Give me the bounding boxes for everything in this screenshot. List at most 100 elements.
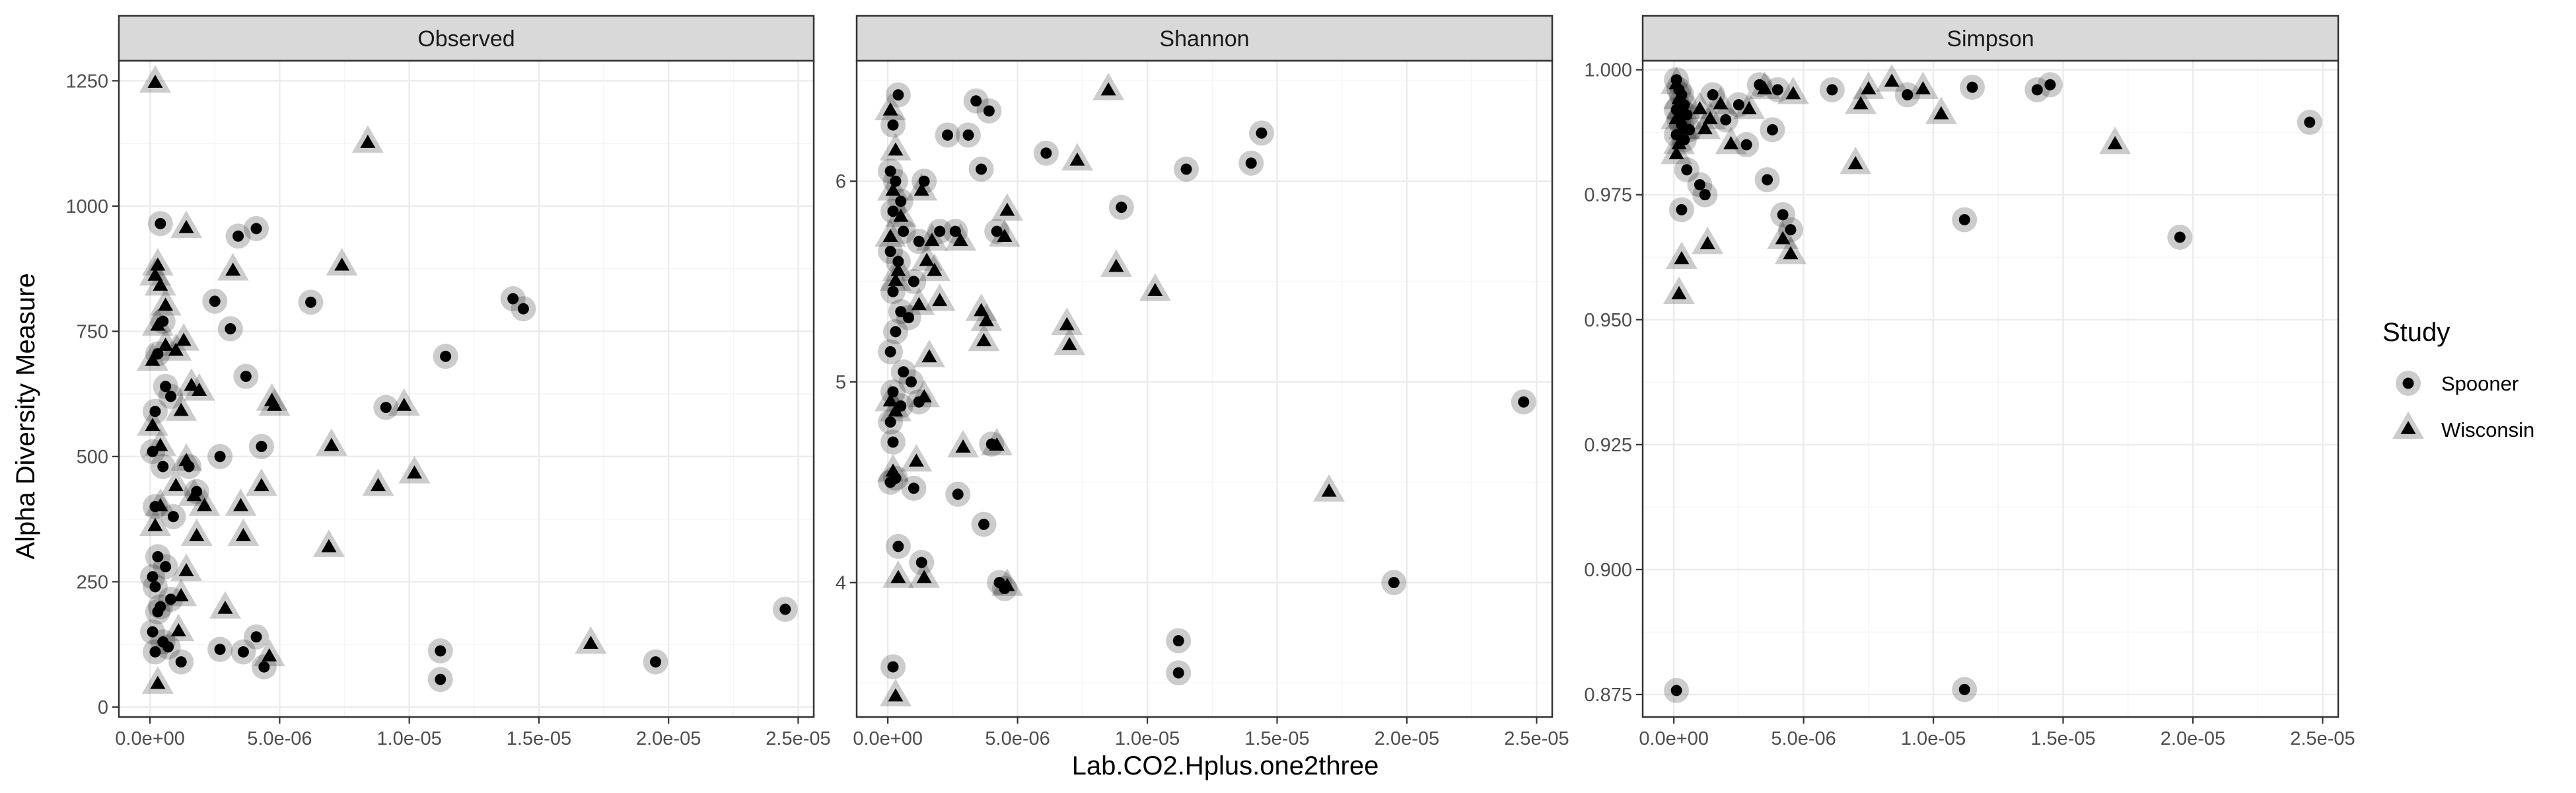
x-tick-label: 5.0e-06 (1771, 728, 1836, 749)
x-tick-label: 1.5e-05 (507, 728, 571, 749)
data-point-spooner (1108, 194, 1134, 220)
data-point-spooner (1664, 677, 1690, 703)
legend-label: Wisconsin (2441, 418, 2534, 441)
data-point-wisconsin (915, 223, 948, 251)
data-point-wisconsin (1925, 96, 1957, 124)
data-point-spooner (772, 597, 798, 623)
data-point-wisconsin (312, 529, 345, 557)
data-point-spooner (1668, 197, 1694, 223)
data-point-wisconsin (258, 388, 291, 416)
data-point-spooner (1248, 120, 1274, 146)
data-point-wisconsin (1876, 64, 1908, 92)
data-point-spooner (373, 395, 399, 420)
data-point-spooner (2167, 224, 2193, 250)
strip-shannon (855, 15, 1554, 62)
x-tick-label: 2.0e-05 (636, 728, 701, 749)
panel-observed: Observed 0.0e+00 5.0e-06 1.0e-05 1.5e-05 2.0e… (65, 15, 831, 749)
data-point-spooner (885, 248, 911, 274)
data-point-wisconsin (875, 93, 907, 121)
y-tick-label: 0.875 (1584, 685, 1632, 706)
data-point-wisconsin (900, 443, 933, 472)
panel-shannon: Shannon 0.0e+00 5.0e-06 1.0e-05 1.5e-05 2.0e-… (836, 15, 1569, 749)
data-point-spooner (225, 223, 251, 249)
x-tick-label: 5.0e-06 (985, 728, 1050, 749)
data-point-wisconsin (141, 308, 174, 336)
x-tick-label: 2.0e-05 (1375, 728, 1439, 749)
data-point-spooner (248, 434, 274, 459)
data-point-wisconsin (144, 488, 176, 516)
x-tick-label: 0.0e+00 (853, 728, 923, 749)
data-point-wisconsin (1661, 136, 1693, 165)
data-point-spooner (147, 211, 173, 237)
data-point-spooner (882, 319, 908, 344)
x-tick-label: 2.5e-05 (1504, 728, 1569, 749)
data-point-spooner (1952, 677, 1978, 702)
series-wisconsin (1661, 64, 2131, 305)
data-point-spooner (511, 296, 536, 322)
data-point-spooner (896, 305, 921, 330)
data-point-wisconsin (1840, 146, 1872, 174)
facet-panels: Observed 0.0e+00 5.0e-06 1.0e-05 1.5e-05 2.0e… (65, 15, 2355, 749)
data-point-wisconsin (879, 133, 912, 161)
data-point-wisconsin (877, 172, 910, 201)
data-point-spooner (1033, 140, 1059, 166)
data-point-wisconsin (362, 468, 394, 496)
data-point-wisconsin (947, 430, 980, 458)
data-point-wisconsin (326, 248, 358, 276)
data-point-wisconsin (162, 613, 195, 642)
data-point-spooner (231, 639, 256, 665)
data-point-spooner (2297, 110, 2322, 135)
data-point-spooner (885, 533, 911, 559)
data-point-spooner (880, 429, 906, 455)
data-point-wisconsin (165, 393, 197, 421)
data-point-wisconsin (139, 258, 171, 286)
data-point-spooner (968, 156, 994, 182)
data-point-wisconsin (1092, 73, 1125, 100)
data-point-wisconsin (965, 293, 997, 321)
data-point-wisconsin (149, 328, 182, 356)
y-tick-label: 0.975 (1584, 185, 1632, 206)
data-point-wisconsin (908, 379, 941, 408)
data-point-spooner (427, 667, 453, 693)
panel-background (857, 61, 1552, 717)
x-tick-label: 1.5e-05 (1244, 728, 1309, 749)
data-point-spooner (207, 443, 233, 469)
strip-observed (118, 15, 815, 62)
data-point-wisconsin (149, 287, 182, 316)
data-point-wisconsin (1845, 87, 1877, 114)
data-point-spooner (233, 363, 259, 389)
data-point-wisconsin (183, 373, 215, 401)
data-point-wisconsin (139, 508, 171, 537)
y-tick-label: 750 (77, 321, 108, 342)
legend-key-spooner (2396, 371, 2421, 396)
data-point-spooner (433, 344, 458, 369)
data-point-wisconsin (903, 287, 935, 315)
data-point-spooner (207, 636, 233, 662)
data-point-wisconsin (351, 125, 384, 153)
x-tick-label: 0.0e+00 (115, 728, 185, 749)
data-point-spooner (158, 383, 184, 409)
y-tick-label: 6 (836, 171, 846, 192)
strip-label: Shannon (1159, 26, 1249, 52)
data-point-spooner (155, 634, 181, 660)
data-point-spooner (150, 453, 176, 479)
data-point-wisconsin (137, 343, 169, 371)
data-point-wisconsin (875, 219, 907, 247)
data-point-wisconsin (160, 333, 192, 361)
data-point-wisconsin (1767, 221, 1799, 249)
data-point-spooner (2024, 77, 2050, 102)
data-point-wisconsin (1139, 273, 1171, 301)
x-tick-label: 1.0e-05 (376, 728, 441, 749)
data-point-wisconsin (1100, 249, 1132, 277)
data-point-wisconsin (209, 591, 241, 619)
data-point-wisconsin (879, 263, 912, 291)
data-point-wisconsin (1715, 126, 1747, 155)
data-point-spooner (1238, 150, 1264, 176)
x-tick-label: 1.0e-05 (1901, 728, 1966, 749)
data-point-wisconsin (991, 193, 1023, 221)
data-point-wisconsin (1663, 126, 1696, 155)
strip-label: Simpson (1947, 26, 2034, 52)
data-point-spooner (202, 288, 228, 314)
data-point-spooner (1894, 82, 1920, 108)
